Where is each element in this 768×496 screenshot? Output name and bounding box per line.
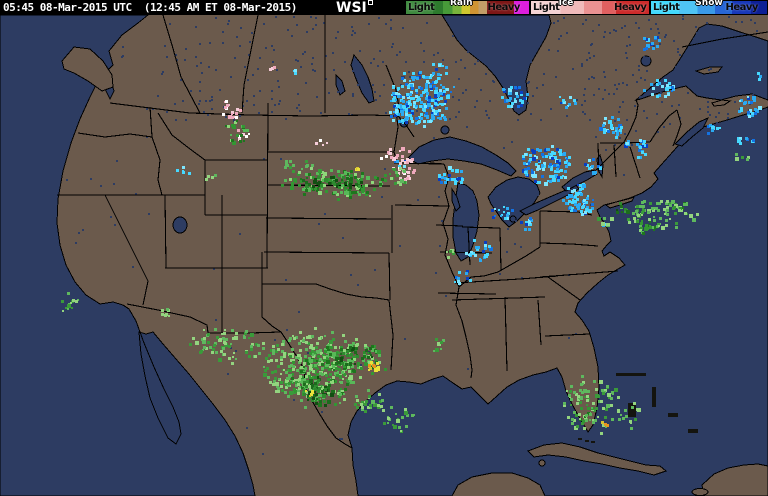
vancouver-island <box>61 46 114 92</box>
gulf-of-st-lawrence <box>634 23 768 101</box>
legend-rain-title: Rain <box>450 0 473 8</box>
canada-province-borders <box>162 15 768 114</box>
legend-snow-light-label: Light <box>653 2 680 13</box>
legend-snow-title: Snow <box>695 0 723 8</box>
legend-ice-light-label: Light <box>533 2 560 13</box>
lake-superior <box>407 136 517 177</box>
bahamas-islands <box>578 373 698 443</box>
wsi-logo-degree-mark <box>367 0 373 5</box>
mississippi-river-border <box>429 162 473 379</box>
legend-ice-title: Ice <box>558 0 574 8</box>
wsi-logo: WSI <box>336 0 373 16</box>
lake-nipigon <box>440 125 450 135</box>
isla-juventud <box>538 459 546 467</box>
great-salt-lake <box>172 216 188 234</box>
radar-precipitation-layer <box>61 36 762 435</box>
water-layer <box>0 15 768 496</box>
island-layer <box>61 46 768 496</box>
wsi-logo-text: WSI <box>336 0 367 16</box>
pacific-ocean <box>0 15 256 496</box>
st-lawrence-river <box>595 99 639 171</box>
legend-rain: Rain Light Heavy <box>405 0 530 15</box>
jamaica-island <box>691 488 709 496</box>
green-bay <box>451 187 461 212</box>
radar-map <box>0 15 768 496</box>
legend-bar-snow <box>651 1 767 14</box>
header-bar: 05:45 08-Mar-2015 UTC (12:45 AM ET 08-Ma… <box>0 0 768 16</box>
lake-st-clair <box>509 215 517 223</box>
hispaniola-island <box>701 463 768 496</box>
cuba-island <box>527 442 668 476</box>
precip-legend: Rain Light Heavy Ice Light Heavy Snow Li… <box>405 0 768 15</box>
legend-ice: Ice Light Heavy <box>530 0 650 15</box>
lake-manitoba <box>335 73 346 96</box>
legend-bar-rain <box>406 1 529 14</box>
legend-rain-light-label: Light <box>408 2 435 13</box>
western-state-borders <box>57 102 269 333</box>
bay-of-fundy <box>674 116 710 147</box>
prince-edward-island <box>711 99 732 107</box>
timestamp-text: 05:45 08-Mar-2015 UTC (12:45 AM ET 08-Ma… <box>3 1 297 14</box>
legend-ice-heavy-label: Heavy <box>614 2 647 13</box>
legend-snow: Snow Light Heavy <box>650 0 768 15</box>
midwest-southeast-borders <box>435 211 619 372</box>
legend-bar-ice <box>531 1 649 14</box>
legend-snow-heavy-label: Heavy <box>725 2 759 13</box>
legend-rain-heavy-label: Heavy <box>487 2 521 13</box>
